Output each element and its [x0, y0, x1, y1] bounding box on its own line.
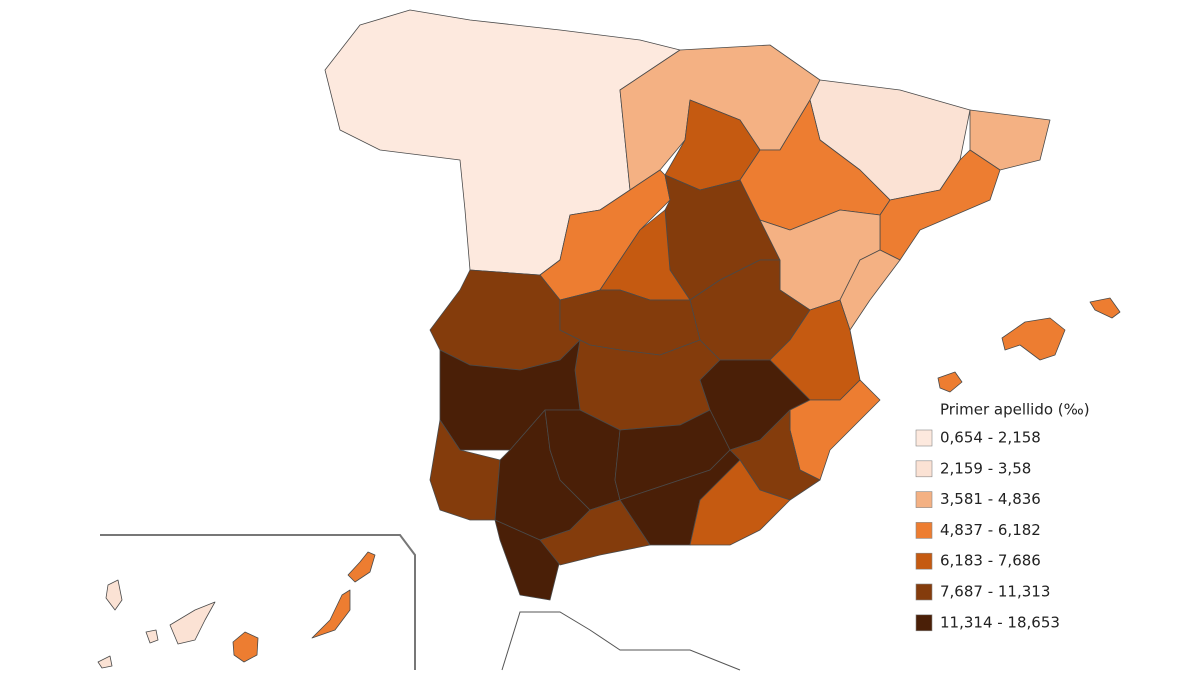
legend-label: 11,314 - 18,653	[940, 613, 1060, 631]
legend-swatch	[915, 583, 933, 601]
province	[937, 371, 963, 393]
legend-title: Primer apellido (‰)	[940, 401, 1090, 419]
province	[311, 589, 351, 639]
legend-label: 7,687 - 11,313	[940, 583, 1050, 601]
morocco-coast	[501, 611, 741, 671]
province	[1089, 297, 1121, 319]
legend-swatch	[915, 552, 933, 570]
province	[105, 579, 123, 611]
canary-islands	[97, 534, 416, 670]
province	[969, 109, 1051, 171]
legend: Primer apellido (‰) 0,654 - 2,158 2,159 -…	[915, 401, 1090, 632]
legend-label: 4,837 - 6,182	[940, 521, 1041, 539]
legend-label: 6,183 - 7,686	[940, 552, 1041, 570]
province	[232, 631, 259, 663]
province	[347, 551, 376, 583]
province	[169, 601, 216, 645]
legend-label: 2,159 - 3,58	[940, 459, 1031, 477]
balearic-islands	[937, 297, 1121, 393]
legend-swatch	[915, 429, 933, 447]
legend-swatch	[915, 491, 933, 508]
legend-swatch	[915, 522, 933, 539]
legend-swatch	[915, 460, 933, 478]
legend-label: 0,654 - 2,158	[940, 429, 1041, 447]
province	[145, 629, 159, 644]
province	[689, 459, 791, 546]
inset-frame	[100, 534, 416, 670]
province	[1001, 317, 1066, 361]
legend-swatch	[915, 614, 933, 632]
legend-label: 3,581 - 4,836	[940, 490, 1041, 508]
peninsula	[324, 9, 1051, 601]
province	[429, 419, 501, 521]
province	[97, 655, 113, 669]
